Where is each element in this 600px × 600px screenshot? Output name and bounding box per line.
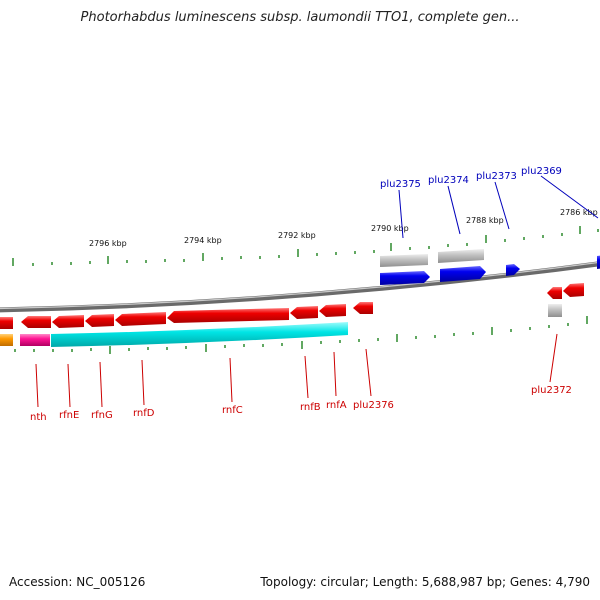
gene-label-rfnG[interactable]: rfnG (91, 410, 113, 421)
scale-ticks-upper (12, 226, 599, 266)
scale-label-2796: 2796 kbp (89, 239, 127, 248)
scale-label-2786: 2786 kbp (560, 208, 598, 217)
scale-label-2788: 2788 kbp (466, 216, 504, 225)
gene-rfnG2-arrow[interactable] (85, 314, 114, 327)
gene-plu2372a-arrow[interactable] (547, 287, 562, 299)
gene-rnfB-arrow[interactable] (290, 306, 318, 319)
gene-label-nth[interactable]: nth (30, 412, 47, 423)
scale-ticks-lower (14, 316, 588, 354)
gene-label-rnfA[interactable]: rnfA (326, 400, 347, 411)
gene-plu2375-arrow[interactable] (380, 271, 430, 285)
gene-label-rnfB[interactable]: rnfB (300, 402, 321, 413)
gene-label-rfnE[interactable]: rfnE (59, 410, 79, 421)
scale-label-2792: 2792 kbp (278, 231, 316, 240)
gene-label-plu2376[interactable]: plu2376 (353, 400, 394, 411)
gene-rnf-operon-bar[interactable] (51, 322, 348, 347)
gene-rfnG-arrow[interactable] (52, 315, 84, 328)
scale-label-2790: 2790 kbp (371, 224, 409, 233)
map-title: Photorhabdus luminescens subsp. laumondi… (80, 10, 520, 25)
gene-plu2375-bar[interactable] (380, 254, 428, 267)
gene-rnfD-arrow[interactable] (115, 312, 166, 326)
gene-plu2373-arrow[interactable] (506, 264, 520, 276)
gene-label-plu2375[interactable]: plu2375 (380, 179, 421, 190)
gene-rfnE-arrow[interactable] (21, 316, 51, 328)
gene-label-plu2372[interactable]: plu2372 (531, 385, 572, 396)
bottom-leader-lines (35, 333, 558, 408)
gene-label-plu2374[interactable]: plu2374 (428, 175, 469, 186)
gene-plu2372b-arrow[interactable] (563, 283, 584, 297)
gene-rnfC-arrow[interactable] (167, 308, 289, 323)
gene-rnfA-arrow[interactable] (319, 304, 346, 317)
gene-plu2369-arrow[interactable] (597, 255, 600, 269)
genome-summary-text: Topology: circular; Length: 5,688,987 bp… (260, 575, 590, 589)
top-leader-lines (398, 175, 599, 239)
genome-backbone-highlight (0, 261, 600, 310)
gene-label-rnfD[interactable]: rnfD (133, 408, 155, 419)
gene-nth-bar[interactable] (0, 334, 13, 346)
gene-label-plu2369[interactable]: plu2369 (521, 166, 562, 177)
accession-text: Accession: NC_005126 (9, 575, 146, 589)
gene-plu2374-bar[interactable] (438, 249, 484, 263)
gene-label-plu2373[interactable]: plu2373 (476, 171, 517, 182)
gene-nth-arrow[interactable] (0, 317, 13, 329)
scale-label-2794: 2794 kbp (184, 236, 222, 245)
gene-rfnE-bar[interactable] (20, 334, 50, 346)
gene-label-rnfC[interactable]: rnfC (222, 405, 243, 416)
gene-plu2376-arrow[interactable] (353, 302, 373, 314)
genome-backbone (0, 261, 600, 313)
gene-plu2374-arrow[interactable] (440, 266, 486, 282)
gene-plu2372-bar[interactable] (548, 304, 562, 317)
